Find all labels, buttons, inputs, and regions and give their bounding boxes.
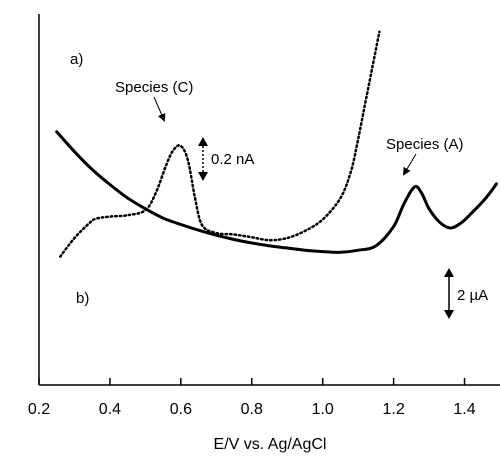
x-axis-label: E/V vs. Ag/AgCl — [214, 436, 327, 453]
species-c-label: Species (C) — [115, 79, 193, 96]
plot-area — [38, 14, 500, 386]
scale-bar-b: 0.2 nA — [198, 137, 254, 181]
x-tick-label: 1.0 — [312, 401, 334, 418]
x-tick-label: 0.6 — [170, 401, 192, 418]
x-axis-ticks — [38, 378, 466, 385]
x-tick-label: 1.4 — [453, 401, 475, 418]
series-label-b: b) — [76, 290, 89, 307]
x-axis-tick-labels: 0.2 0.4 0.6 0.8 1.0 1.2 1.4 — [28, 401, 476, 418]
species-a-arrow — [402, 153, 417, 176]
x-tick-label: 0.8 — [241, 401, 263, 418]
series-line-b — [59, 30, 381, 258]
species-c-arrow — [153, 96, 166, 122]
series-line-a — [55, 130, 498, 254]
x-tick-label: 0.4 — [99, 401, 121, 418]
scale-bar-b-label: 0.2 nA — [211, 151, 254, 168]
series-label-a: a) — [70, 51, 83, 68]
species-a-label: Species (A) — [386, 136, 464, 153]
x-tick-label: 1.2 — [382, 401, 404, 418]
scale-bar-a-label: 2 µA — [457, 287, 488, 304]
x-tick-label: 0.2 — [28, 401, 50, 418]
scale-bar-a: 2 µA — [444, 268, 488, 319]
